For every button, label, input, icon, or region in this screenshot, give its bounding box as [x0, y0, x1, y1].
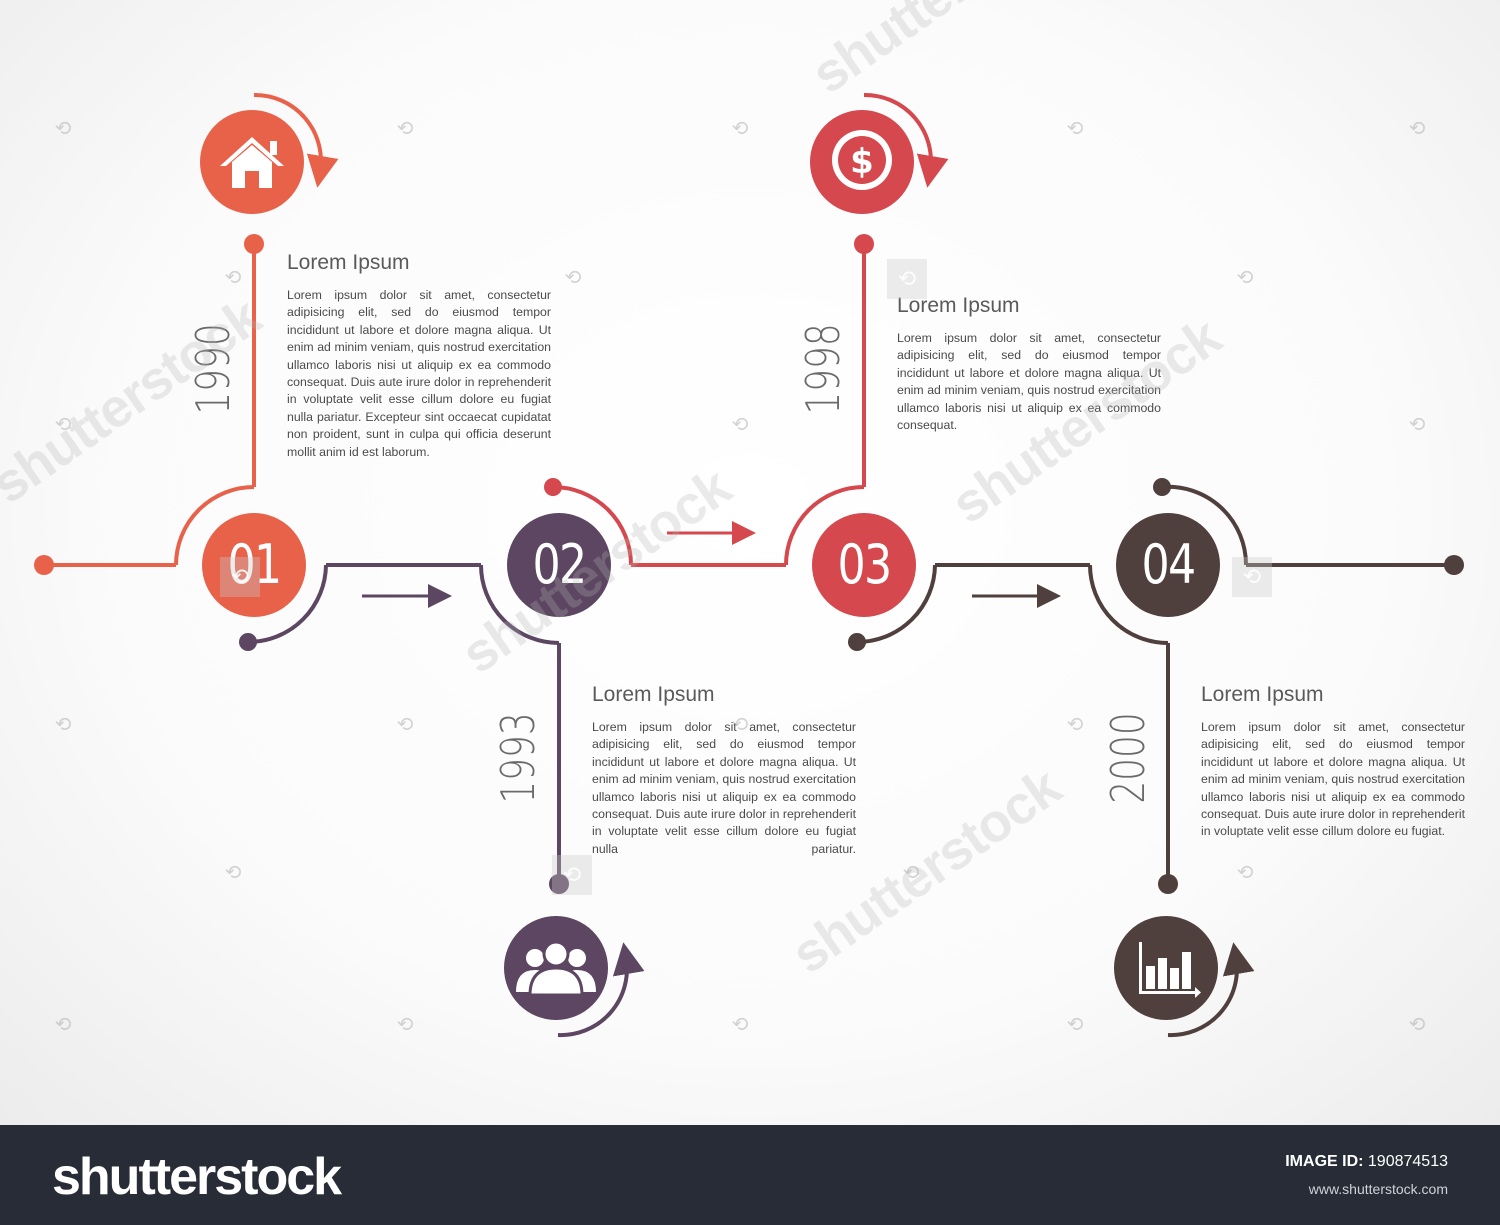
watermark-logo-icon: ⟲ — [1408, 414, 1426, 436]
footer-bar: shutterstock IMAGE ID: 190874513 www.shu… — [0, 1125, 1500, 1225]
step-3-start-dot — [544, 478, 562, 496]
step-3-title: Lorem Ipsum — [897, 294, 1020, 317]
timeline-infographic: $ 01 02 03 04 199 — [0, 0, 1500, 1125]
step-4-start-dot — [848, 633, 866, 651]
watermark-logo-icon: ⟲ — [1408, 118, 1426, 140]
watermark-logo-icon: ⟲ — [1408, 1014, 1426, 1036]
watermark-logo-icon: ⟲ — [1066, 1014, 1084, 1036]
step-4-rotate-arrow — [1167, 942, 1255, 1038]
step-2-year: 1993 — [491, 712, 545, 804]
step-2-number: 02 — [532, 533, 587, 596]
step-3-card: Lorem Ipsum Lorem ipsum dolor sit amet, … — [897, 294, 1161, 434]
site-url: www.shutterstock.com — [1308, 1181, 1448, 1197]
image-id-value: 190874513 — [1367, 1153, 1448, 1170]
watermark-logo-icon: ⟲ — [731, 1014, 749, 1036]
timeline-diagram: $ — [34, 92, 1464, 1038]
step-1-card: Lorem Ipsum Lorem ipsum dolor sit amet, … — [287, 251, 551, 461]
step-3-description: Lorem ipsum dolor sit amet, consectetur … — [897, 331, 1161, 433]
step-3-end-dot — [854, 234, 874, 254]
step-1-connector — [44, 244, 256, 567]
step-3-rotate-arrow — [863, 92, 949, 188]
watermark-logo-icon: ⟲ — [564, 267, 582, 289]
shutterstock-logo: shutterstock — [52, 1148, 342, 1206]
step-4-number: 04 — [1141, 533, 1196, 596]
watermark-square-icon: ⟲ — [887, 259, 927, 299]
watermark-logo-icon: ⟲ — [224, 267, 242, 289]
image-id: IMAGE ID: 190874513 — [1285, 1153, 1448, 1171]
step-2-start-dot — [239, 633, 257, 651]
watermark-square-icon: ⟲ — [220, 557, 260, 597]
watermark-square-icon: ⟲ — [552, 855, 592, 895]
step-4-title: Lorem Ipsum — [1201, 683, 1324, 706]
watermark-logo-icon: ⟲ — [54, 414, 72, 436]
watermark-logo-icon: ⟲ — [1236, 862, 1254, 884]
step-4-card: Lorem Ipsum Lorem ipsum dolor sit amet, … — [1201, 683, 1465, 841]
watermark-square-icon: ⟲ — [1232, 557, 1272, 597]
people-icon — [516, 940, 596, 997]
step-1-number-circle — [202, 513, 306, 617]
step-2-card: Lorem Ipsum Lorem ipsum dolor sit amet, … — [592, 683, 856, 858]
step-3-number-circle — [812, 513, 916, 617]
step-1-title: Lorem Ipsum — [287, 251, 410, 274]
step-3-connector — [552, 244, 866, 567]
step-2-connector — [247, 563, 561, 884]
step-4-top-dot — [1153, 478, 1171, 496]
step-2-end-dot — [549, 874, 569, 894]
step-2-description: Lorem ipsum dolor sit amet, consectetur … — [592, 720, 856, 856]
step-3-year: 1998 — [796, 323, 850, 415]
watermark-logo-icon: ⟲ — [396, 118, 414, 140]
watermark-logo-icon: ⟲ — [731, 118, 749, 140]
step-1-start-dot — [34, 555, 54, 575]
svg-text:$: $ — [850, 142, 874, 182]
watermark-logo-icon: ⟲ — [396, 1014, 414, 1036]
step-4-end-dot — [1158, 874, 1178, 894]
watermark-logo-icon: ⟲ — [224, 862, 242, 884]
step-4-number-circle — [1116, 513, 1220, 617]
watermark-logo-icon: ⟲ — [54, 714, 72, 736]
watermark-logo-icon: ⟲ — [731, 414, 749, 436]
step-1-description: Lorem ipsum dolor sit amet, consectetur … — [287, 288, 551, 459]
image-id-label: IMAGE ID: — [1285, 1153, 1364, 1170]
step-4-year: 2000 — [1101, 712, 1155, 804]
home-icon — [220, 137, 284, 188]
bar-chart-icon — [1139, 942, 1201, 998]
step-2-title: Lorem Ipsum — [592, 683, 715, 706]
watermark-logo-icon: ⟲ — [902, 862, 920, 884]
step-2-number-circle — [507, 513, 611, 617]
watermark-logo-icon: ⟲ — [54, 1014, 72, 1036]
step-4-connector — [856, 484, 1454, 884]
step-1-end-dot — [244, 234, 264, 254]
timeline-end-dot — [1444, 555, 1464, 575]
watermark-logo-icon: ⟲ — [54, 118, 72, 140]
dollar-coin-icon: $ — [832, 130, 892, 190]
step-4-description: Lorem ipsum dolor sit amet, consectetur … — [1201, 720, 1465, 839]
watermark-logo-icon: ⟲ — [396, 714, 414, 736]
watermark-logo-icon: ⟲ — [1066, 118, 1084, 140]
step-1-rotate-arrow — [253, 92, 339, 188]
watermark-logo-icon: ⟲ — [1236, 267, 1254, 289]
watermark-logo-icon: ⟲ — [1066, 714, 1084, 736]
step-1-number: 01 — [227, 533, 282, 596]
step-2-rotate-arrow — [557, 942, 645, 1038]
watermark-logo-icon: ⟲ — [731, 714, 749, 736]
step-3-number: 03 — [837, 533, 892, 596]
